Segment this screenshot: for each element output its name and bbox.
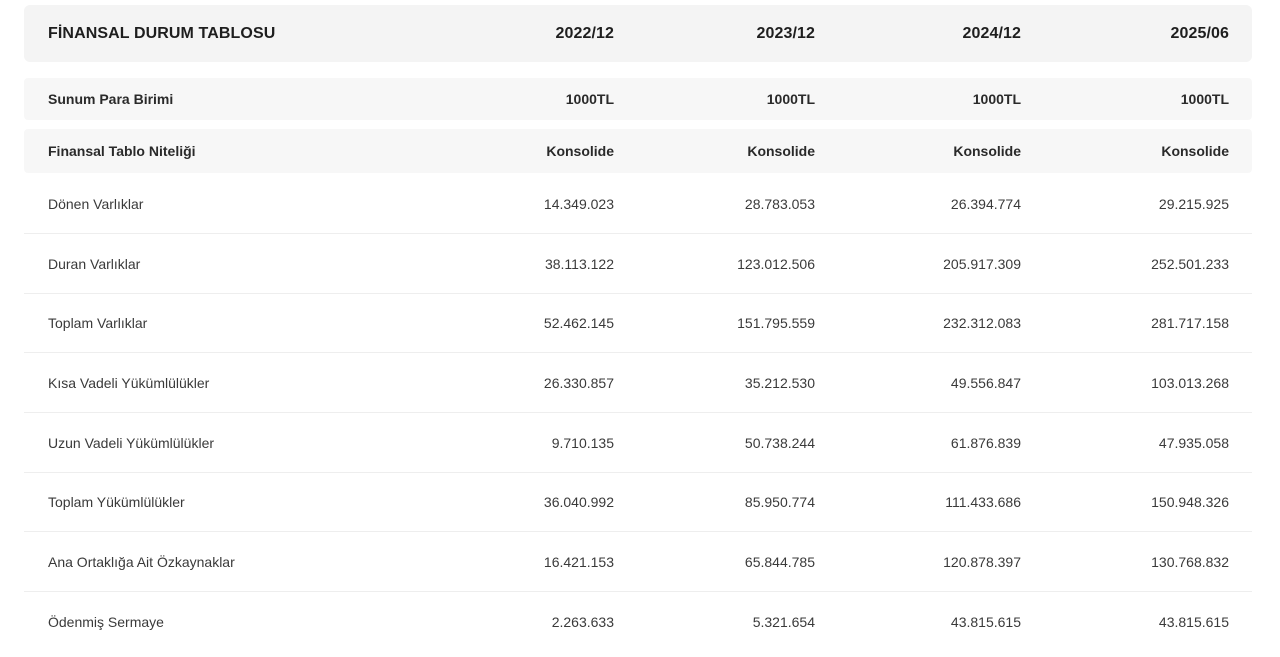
- table-row: Toplam Yükümlülükler 36.040.992 85.950.7…: [24, 472, 1252, 532]
- row-value: Konsolide: [546, 143, 614, 159]
- row-value: Konsolide: [1161, 143, 1229, 159]
- row-value: 61.876.839: [950, 434, 1021, 451]
- row-value: 103.013.268: [1151, 374, 1229, 391]
- row-label: Uzun Vadeli Yükümlülükler: [48, 434, 215, 451]
- row-value: 14.349.023: [543, 195, 614, 212]
- row-value: 1000TL: [766, 91, 815, 107]
- row-label: Ana Ortaklığa Ait Özkaynaklar: [48, 553, 235, 570]
- row-value: 49.556.847: [950, 374, 1021, 391]
- row-label: Dönen Varlıklar: [48, 195, 144, 212]
- row-value: 130.768.832: [1151, 553, 1229, 570]
- row-value: 1000TL: [972, 91, 1021, 107]
- row-value: 150.948.326: [1151, 493, 1229, 510]
- row-label: Toplam Yükümlülükler: [48, 493, 185, 510]
- table-header: FİNANSAL DURUM TABLOSU 2022/12 2023/12 2…: [24, 5, 1252, 62]
- table-row: Ana Ortaklığa Ait Özkaynaklar 16.421.153…: [24, 532, 1252, 592]
- row-value: 281.717.158: [1151, 314, 1229, 331]
- row-value: 111.433.686: [945, 493, 1021, 510]
- table-row: Ödenmiş Sermaye 2.263.633 5.321.654 43.8…: [24, 592, 1252, 652]
- row-label: Toplam Varlıklar: [48, 314, 148, 331]
- period-header: 2023/12: [756, 24, 815, 42]
- period-header: 2025/06: [1170, 24, 1229, 42]
- row-value: 36.040.992: [543, 493, 614, 510]
- row-value: 2.263.633: [551, 614, 614, 630]
- table-title: FİNANSAL DURUM TABLOSU: [48, 24, 276, 42]
- row-value: 38.113.122: [544, 255, 614, 272]
- currency-row: Sunum Para Birimi 1000TL 1000TL 1000TL 1…: [24, 78, 1252, 120]
- row-value: 5.321.654: [752, 614, 815, 630]
- row-value: 123.012.506: [737, 255, 815, 272]
- row-value: 205.917.309: [943, 255, 1021, 272]
- row-value: 1000TL: [1180, 91, 1229, 107]
- row-value: 120.878.397: [943, 553, 1021, 570]
- period-header: 2024/12: [962, 24, 1021, 42]
- period-header: 2022/12: [555, 24, 614, 42]
- table-row: Dönen Varlıklar 14.349.023 28.783.053 26…: [24, 174, 1252, 234]
- row-label: Duran Varlıklar: [48, 255, 141, 272]
- row-value: 35.212.530: [744, 374, 815, 391]
- row-value: 43.815.615: [1158, 614, 1229, 630]
- row-value: 50.738.244: [744, 434, 815, 451]
- row-value: 1000TL: [565, 91, 614, 107]
- row-value: 65.844.785: [744, 553, 815, 570]
- row-value: 26.330.857: [543, 374, 614, 391]
- row-label: Kısa Vadeli Yükümlülükler: [48, 374, 210, 391]
- row-value: 28.783.053: [744, 195, 815, 212]
- row-value: 16.421.153: [543, 553, 614, 570]
- row-label: Ödenmiş Sermaye: [48, 614, 164, 630]
- table-row: Duran Varlıklar 38.113.122 123.012.506 2…: [24, 234, 1252, 294]
- row-value: 232.312.083: [943, 314, 1021, 331]
- table-row: Toplam Varlıklar 52.462.145 151.795.559 …: [24, 293, 1252, 353]
- table-row: Uzun Vadeli Yükümlülükler 9.710.135 50.7…: [24, 413, 1252, 473]
- statement-type-row: Finansal Tablo Niteliği Konsolide Konsol…: [24, 129, 1252, 173]
- row-value: Konsolide: [953, 143, 1021, 159]
- row-value: 43.815.615: [950, 614, 1021, 630]
- row-value: Konsolide: [747, 143, 815, 159]
- row-label: Finansal Tablo Niteliği: [48, 143, 196, 159]
- row-value: 26.394.774: [950, 195, 1021, 212]
- table-row: Kısa Vadeli Yükümlülükler 26.330.857 35.…: [24, 353, 1252, 413]
- row-value: 151.795.559: [737, 314, 815, 331]
- row-value: 252.501.233: [1151, 255, 1229, 272]
- row-label: Sunum Para Birimi: [48, 91, 174, 107]
- row-value: 9.710.135: [551, 434, 614, 451]
- row-value: 47.935.058: [1158, 434, 1229, 451]
- row-value: 52.462.145: [543, 314, 614, 331]
- row-value: 29.215.925: [1158, 195, 1229, 212]
- row-value: 85.950.774: [744, 493, 815, 510]
